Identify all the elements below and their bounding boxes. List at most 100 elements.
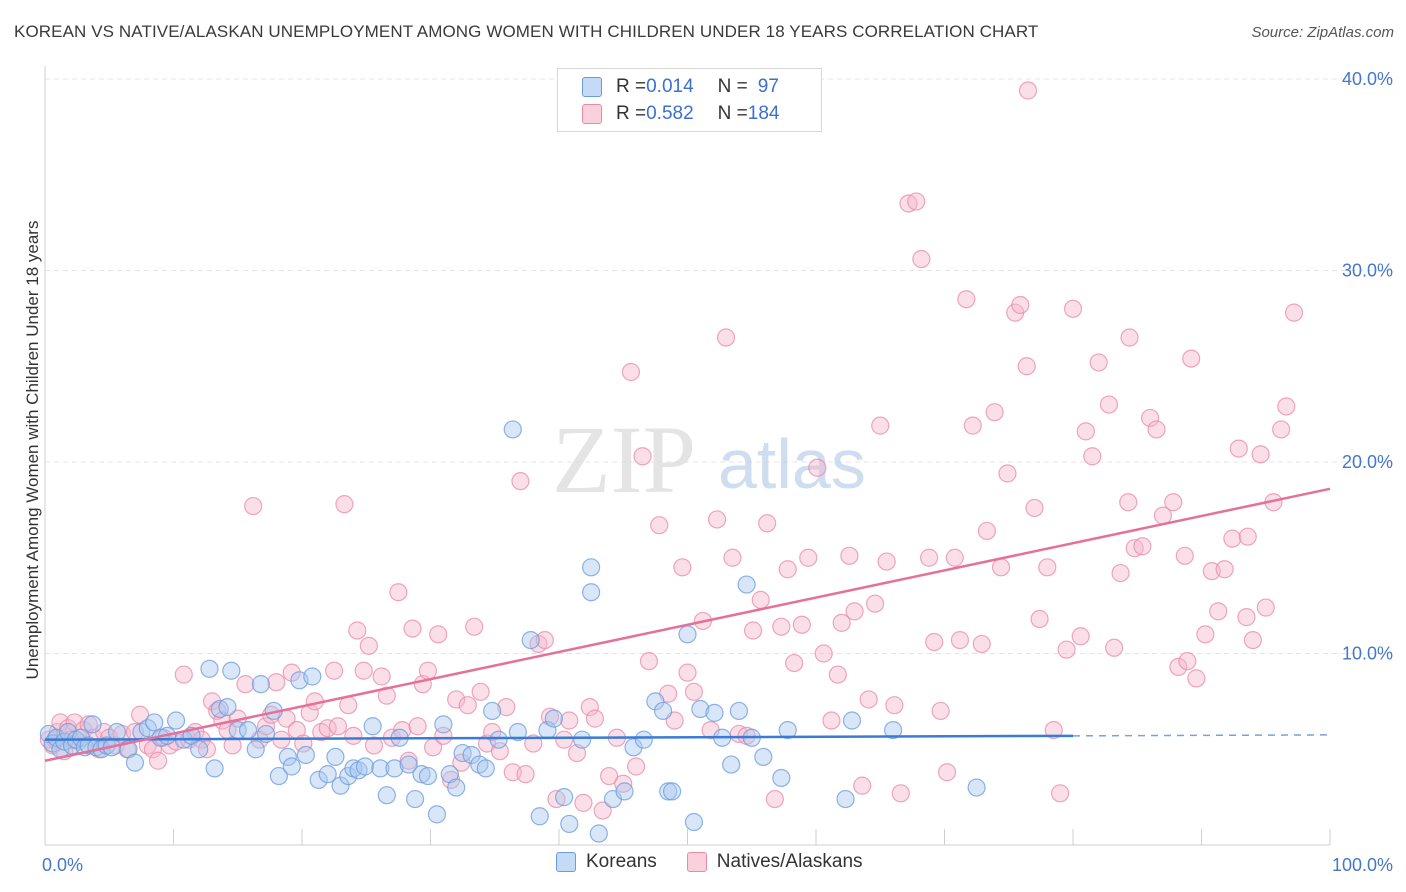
korean-point [476, 759, 495, 778]
legend-row-natives: R = 0.582 N = 184 [582, 102, 779, 126]
native-point [985, 403, 1004, 422]
source-credit: Source: ZipAtlas.com [1251, 24, 1394, 41]
korean-point [624, 738, 643, 757]
native-point [1209, 602, 1228, 621]
native-point [1223, 529, 1242, 548]
korean-point [684, 812, 704, 832]
native-point [458, 696, 477, 715]
native-point [1120, 328, 1139, 347]
natives-legend-label: Natives/Alaskans [716, 851, 863, 872]
native-point [256, 717, 276, 736]
native-point [497, 698, 516, 717]
natives-r-value: 0.582 [646, 103, 694, 124]
native-point [822, 711, 841, 730]
native-point [919, 548, 939, 567]
native-point [772, 617, 791, 636]
native-point [639, 652, 659, 671]
native-point [403, 619, 422, 638]
watermark-zip: ZIP [552, 406, 696, 513]
native-point [673, 558, 692, 577]
koreans-legend-label: Koreans [586, 851, 657, 872]
r-label: R = [616, 76, 647, 97]
native-point [429, 625, 448, 644]
legend-item-koreans[interactable]: Koreans [556, 851, 657, 873]
korean-point [318, 765, 337, 784]
korean-point [412, 765, 431, 784]
native-point [1099, 395, 1119, 414]
korean-point [145, 713, 164, 732]
native-point [1182, 349, 1201, 368]
korean-point [772, 768, 791, 788]
korean-point [555, 788, 574, 807]
native-point [1140, 408, 1160, 428]
watermark: ZIP atlas [552, 406, 866, 513]
natives-swatch [582, 104, 602, 124]
native-point [535, 630, 554, 650]
native-point [354, 661, 373, 680]
native-point [585, 709, 605, 728]
native-point [931, 701, 950, 721]
korean-point [205, 759, 224, 778]
native-point [1178, 652, 1197, 671]
korean-point [309, 770, 328, 789]
native-point [937, 763, 957, 782]
native-point [244, 496, 263, 516]
native-point [972, 634, 991, 654]
tick-labels: 10.0% 20.0% 30.0% 40.0% 0.0% 100.0% [42, 69, 1393, 875]
native-point [1105, 638, 1124, 657]
native-point [907, 192, 926, 211]
native-point [626, 757, 646, 776]
native-point [364, 736, 384, 755]
trend-lines [44, 487, 1331, 762]
native-point [845, 602, 864, 621]
korean-point [842, 711, 862, 730]
korean-point [646, 692, 665, 711]
korean-point [653, 701, 673, 721]
native-point [707, 510, 727, 529]
korean-point [778, 720, 797, 740]
series-legend: Koreans Natives/Alaskans [556, 851, 893, 873]
korean-point [453, 743, 472, 763]
native-point [1251, 445, 1270, 464]
native-point [991, 558, 1011, 577]
native-point [490, 742, 509, 761]
native-point [560, 711, 579, 730]
native-point [1083, 447, 1102, 466]
korean-point [521, 630, 540, 650]
korean-point [434, 715, 453, 734]
native-point [778, 560, 797, 579]
korean-point [754, 747, 773, 767]
native-point [447, 690, 466, 709]
native-point [359, 636, 378, 655]
korean-point [246, 740, 265, 759]
watermark-atlas: atlas [718, 425, 866, 503]
native-point [197, 740, 217, 759]
korean-point [278, 747, 297, 767]
korean-point [967, 778, 986, 797]
legend-item-natives[interactable]: Natives/Alaskans [686, 851, 863, 873]
native-point [1018, 81, 1038, 100]
native-point [751, 590, 770, 609]
native-point [600, 766, 619, 786]
native-point [389, 583, 408, 602]
native-point [912, 249, 931, 269]
native-point [814, 644, 833, 663]
native-point [471, 682, 490, 701]
korean-point [251, 675, 270, 694]
korean-point [836, 789, 855, 809]
korean-point [447, 778, 466, 797]
native-point [832, 613, 851, 632]
native-point [79, 715, 98, 734]
korean-point [615, 782, 634, 801]
native-point [808, 458, 827, 477]
native-point [1119, 493, 1138, 512]
chart-title: KOREAN VS NATIVE/ALASKAN UNEMPLOYMENT AM… [14, 22, 1039, 41]
axes [44, 66, 1331, 846]
native-point [1025, 498, 1044, 518]
native-point [1237, 608, 1256, 627]
korean-point [222, 661, 241, 680]
korean-point [737, 575, 756, 594]
korean-point [355, 757, 375, 776]
native-point [925, 632, 944, 652]
native-point [828, 665, 847, 684]
